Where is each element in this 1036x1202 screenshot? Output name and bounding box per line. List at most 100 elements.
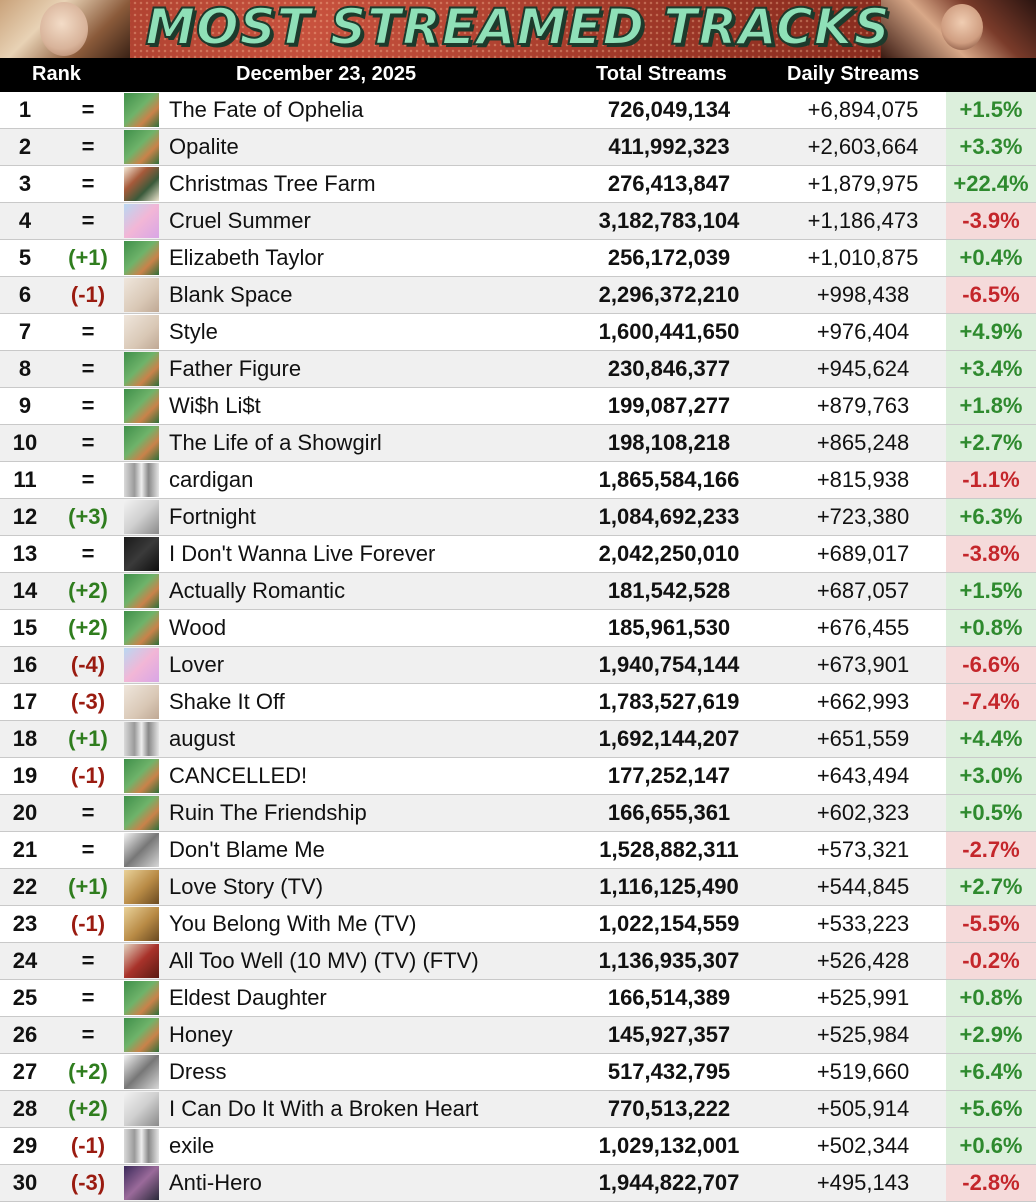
- daily-change-percent: -7.4%: [946, 684, 1036, 720]
- table-row[interactable]: 8 = Father Figure 230,846,377 +945,624 +3.4%: [0, 351, 1036, 388]
- rank-number: 13: [12, 541, 38, 566]
- album-art-thumbnail: [124, 574, 159, 608]
- table-row[interactable]: 23 (-1) You Belong With Me (TV) 1,022,154,5…: [0, 906, 1036, 943]
- table-row[interactable]: 19 (-1) CANCELLED! 177,252,147 +643,494 +3.0%: [0, 758, 1036, 795]
- banner: MOST STREAMED TRACKS: [0, 0, 1036, 58]
- track-title: Shake It Off: [169, 689, 285, 714]
- rank-number: 29: [12, 1133, 38, 1158]
- table-row[interactable]: 14 (+2) Actually Romantic 181,542,528 +687,0…: [0, 573, 1036, 610]
- rank-movement: =: [81, 1022, 95, 1047]
- daily-change-percent: -3.8%: [946, 536, 1036, 572]
- daily-change-percent: +0.4%: [946, 240, 1036, 276]
- album-art-thumbnail: [124, 241, 159, 275]
- track-title: The Life of a Showgirl: [169, 430, 382, 455]
- album-art-thumbnail: [124, 93, 159, 127]
- table-row[interactable]: 12 (+3) Fortnight 1,084,692,233 +723,380 +6.3…: [0, 499, 1036, 536]
- total-streams: 1,600,441,650: [598, 319, 740, 344]
- track-title: I Don't Wanna Live Forever: [169, 541, 436, 566]
- rank-number: 27: [12, 1059, 38, 1084]
- table-row[interactable]: 27 (+2) Dress 517,432,795 +519,660 +6.4%: [0, 1054, 1036, 1091]
- table-row[interactable]: 5 (+1) Elizabeth Taylor 256,172,039 +1,010,8…: [0, 240, 1036, 277]
- table-row[interactable]: 6 (-1) Blank Space 2,296,372,210 +998,438 -6.…: [0, 277, 1036, 314]
- rank-movement: (+2): [68, 578, 108, 603]
- banner-photo-left: [0, 0, 130, 58]
- rank-number: 23: [12, 911, 38, 936]
- table-row[interactable]: 7 = Style 1,600,441,650 +976,404 +4.9%: [0, 314, 1036, 351]
- album-art-thumbnail: [124, 389, 159, 423]
- total-streams: 1,116,125,490: [599, 874, 739, 899]
- rank-movement: =: [81, 467, 95, 492]
- daily-change-percent: +3.0%: [946, 758, 1036, 794]
- table-row[interactable]: 11 = cardigan 1,865,584,166 +815,938 -1.1%: [0, 462, 1036, 499]
- table-row[interactable]: 9 = Wi$h Li$t 199,087,277 +879,763 +1.8%: [0, 388, 1036, 425]
- table-row[interactable]: 22 (+1) Love Story (TV) 1,116,125,490 +544,8…: [0, 869, 1036, 906]
- daily-streams: +815,938: [816, 467, 910, 492]
- table-row[interactable]: 2 = Opalite 411,992,323 +2,603,664 +3.3%: [0, 129, 1036, 166]
- daily-change-percent: +3.3%: [946, 129, 1036, 165]
- table-row[interactable]: 3 = Christmas Tree Farm 276,413,847 +1,879,9…: [0, 166, 1036, 203]
- banner-title: MOST STREAMED TRACKS: [144, 0, 891, 57]
- track-title: I Can Do It With a Broken Heart: [169, 1096, 479, 1121]
- rank-number: 26: [12, 1022, 38, 1047]
- table-row[interactable]: 24 = All Too Well (10 MV) (TV) (FTV) 1,136,…: [0, 943, 1036, 980]
- header-date: December 23, 2025: [236, 63, 417, 85]
- album-art-thumbnail: [124, 463, 159, 497]
- track-title: exile: [169, 1133, 215, 1158]
- table-row[interactable]: 4 = Cruel Summer 3,182,783,104 +1,186,473 -3.…: [0, 203, 1036, 240]
- album-art-thumbnail: [124, 1092, 159, 1126]
- table-row[interactable]: 21 = Don't Blame Me 1,528,882,311 +573,321 -2…: [0, 832, 1036, 869]
- total-streams: 1,692,144,207: [598, 726, 740, 751]
- header-daily-streams: Daily Streams: [787, 63, 920, 85]
- table-row[interactable]: 20 = Ruin The Friendship 166,655,361 +602,32…: [0, 795, 1036, 832]
- total-streams: 198,108,218: [607, 430, 731, 455]
- rank-number: 9: [18, 393, 32, 418]
- daily-streams: +673,901: [816, 652, 910, 677]
- rank-movement: =: [81, 393, 95, 418]
- album-art-thumbnail: [124, 278, 159, 312]
- total-streams: 1,022,154,559: [598, 911, 740, 936]
- rank-number: 22: [12, 874, 38, 899]
- total-streams: 2,296,372,210: [598, 282, 740, 307]
- table-row[interactable]: 10 = The Life of a Showgirl 198,108,218 +865…: [0, 425, 1036, 462]
- track-title: CANCELLED!: [169, 763, 308, 788]
- album-art-thumbnail: [124, 648, 159, 682]
- table-row[interactable]: 25 = Eldest Daughter 166,514,389 +525,991 +0.…: [0, 980, 1036, 1017]
- daily-streams: +1,879,975: [807, 171, 919, 196]
- daily-change-percent: -5.5%: [946, 906, 1036, 942]
- track-title: Father Figure: [169, 356, 302, 381]
- banner-photo-right: [881, 0, 1036, 58]
- track-title: Opalite: [169, 134, 239, 159]
- daily-change-percent: -0.2%: [946, 943, 1036, 979]
- track-title: You Belong With Me (TV): [169, 911, 417, 936]
- daily-change-percent: +4.4%: [946, 721, 1036, 757]
- album-art-thumbnail: [124, 537, 159, 571]
- rank-movement: (-3): [70, 689, 106, 714]
- total-streams: 1,084,692,233: [598, 504, 740, 529]
- album-art-thumbnail: [124, 907, 159, 941]
- track-title: Style: [169, 319, 218, 344]
- daily-change-percent: +3.4%: [946, 351, 1036, 387]
- table-row[interactable]: 15 (+2) Wood 185,961,530 +676,455 +0.8%: [0, 610, 1036, 647]
- daily-change-percent: +6.3%: [946, 499, 1036, 535]
- table-row[interactable]: 16 (-4) Lover 1,940,754,144 +673,901 -6.6%: [0, 647, 1036, 684]
- track-title: Eldest Daughter: [169, 985, 327, 1010]
- table-header: Rank December 23, 2025 Total Streams Dai…: [0, 58, 1036, 92]
- daily-change-percent: +2.7%: [946, 425, 1036, 461]
- table-row[interactable]: 1 = The Fate of Ophelia 726,049,134 +6,894,0…: [0, 92, 1036, 129]
- table-row[interactable]: 17 (-3) Shake It Off 1,783,527,619 +662,993 -…: [0, 684, 1036, 721]
- rank-movement: (+1): [68, 874, 108, 899]
- daily-change-percent: +0.5%: [946, 795, 1036, 831]
- total-streams: 3,182,783,104: [598, 208, 740, 233]
- table-row[interactable]: 18 (+1) august 1,692,144,207 +651,559 +4.4%: [0, 721, 1036, 758]
- rank-number: 18: [12, 726, 38, 751]
- table-row[interactable]: 28 (+2) I Can Do It With a Broken Heart 770…: [0, 1091, 1036, 1128]
- album-art-thumbnail: [124, 796, 159, 830]
- rank-movement: =: [81, 430, 95, 455]
- table-row[interactable]: 29 (-1) exile 1,029,132,001 +502,344 +0.6%: [0, 1128, 1036, 1165]
- table-row[interactable]: 26 = Honey 145,927,357 +525,984 +2.9%: [0, 1017, 1036, 1054]
- table-row[interactable]: 13 = I Don't Wanna Live Forever 2,042,250,0…: [0, 536, 1036, 573]
- album-art-thumbnail: [124, 944, 159, 978]
- table-row[interactable]: 30 (-3) Anti-Hero 1,944,822,707 +495,143 -2.8…: [0, 1165, 1036, 1202]
- daily-streams: +723,380: [816, 504, 910, 529]
- rank-number: 30: [12, 1170, 38, 1195]
